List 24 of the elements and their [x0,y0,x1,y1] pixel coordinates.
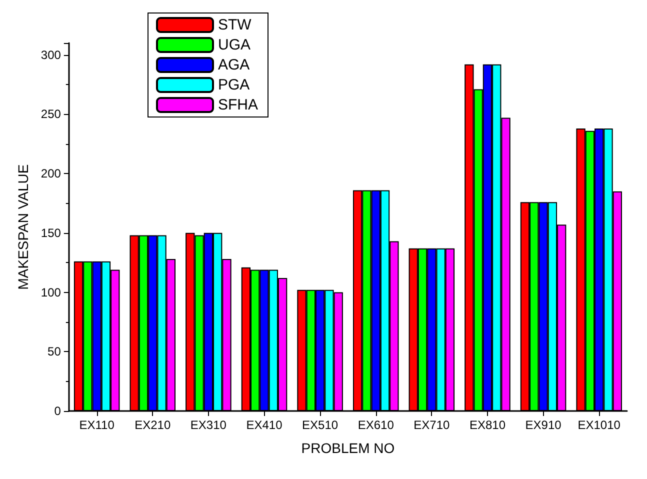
y-tick-label: 150 [40,226,62,240]
legend-label: PGA [218,76,250,94]
x-tick-label: EX210 [134,418,171,432]
x-tick-label: EX510 [302,418,338,432]
x-tick-label: EX1010 [578,418,621,432]
y-tick-label: 300 [40,48,62,62]
y-tick-label: 100 [40,285,62,300]
legend-label: STW [218,16,252,34]
y-tick-label: 200 [40,166,62,181]
x-tick-label: EX410 [246,418,283,432]
x-tick-label: EX610 [358,418,394,432]
legend-label: UGA [218,36,251,54]
y-tick-label: 0 [54,404,62,418]
x-tick-label: EX110 [79,418,115,432]
x-tick-label: EX310 [190,418,227,432]
legend-label: AGA [218,56,250,74]
x-tick-label: EX710 [414,418,450,432]
y-tick-label: 250 [40,107,62,122]
x-axis-title: PROBLEM NO [301,440,395,456]
x-tick-label: EX810 [469,418,506,432]
y-axis-title: MAKESPAN VALUE [15,164,31,290]
y-tick-label: 50 [48,344,62,359]
x-tick-label: EX910 [525,418,562,432]
legend-label: SFHA [218,96,258,114]
